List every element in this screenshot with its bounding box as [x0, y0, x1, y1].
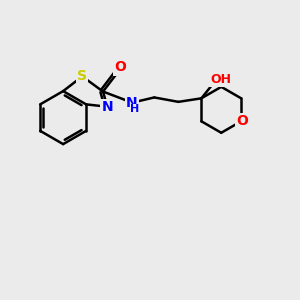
Text: S: S — [77, 69, 87, 83]
Text: N: N — [126, 96, 137, 110]
Text: N: N — [101, 100, 113, 114]
Text: O: O — [114, 60, 126, 74]
Text: H: H — [130, 104, 140, 114]
Text: O: O — [236, 114, 248, 128]
Text: OH: OH — [210, 73, 231, 86]
